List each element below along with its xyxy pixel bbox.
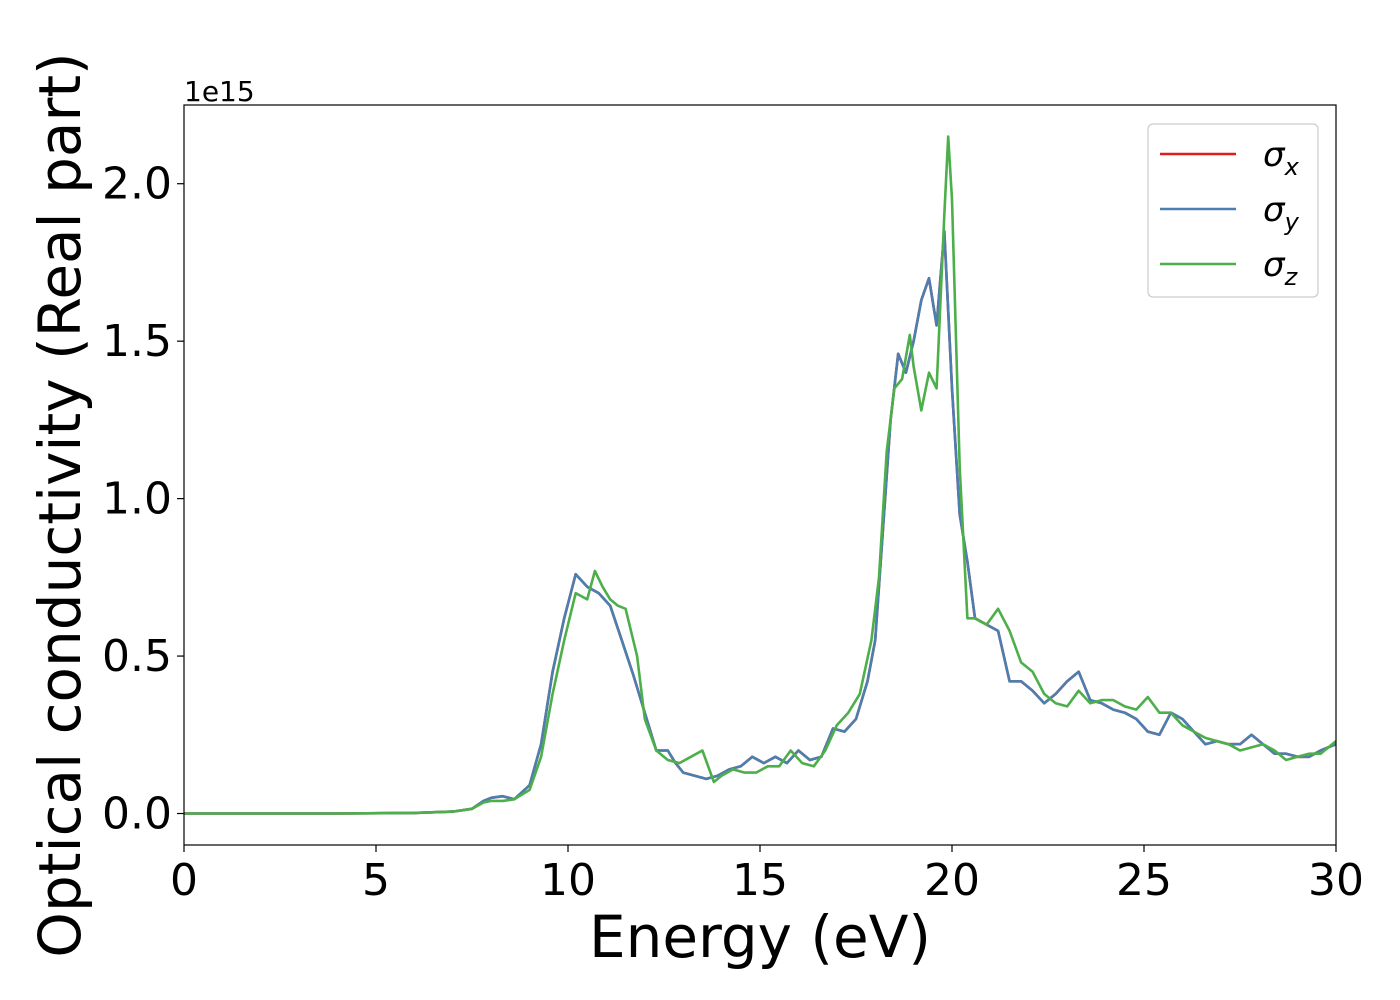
legend-label-x: σx	[1263, 135, 1300, 181]
x-tick-label: 0	[170, 855, 198, 906]
x-tick-label: 30	[1308, 855, 1364, 906]
x-tick-label: 25	[1116, 855, 1172, 906]
x-tick-label: 20	[924, 855, 980, 906]
y-offset-label: 1e15	[184, 75, 255, 108]
y-tick-label: 0.5	[102, 631, 172, 682]
y-tick-label: 2.0	[102, 159, 172, 210]
x-axis-title: Energy (eV)	[589, 903, 931, 971]
x-tick-label: 15	[732, 855, 788, 906]
x-tick-label: 10	[540, 855, 596, 906]
x-axis: 0 5 10 15 20 25 30	[170, 845, 1364, 906]
legend-label-y: σy	[1263, 190, 1300, 236]
y-tick-label: 0.0	[102, 789, 172, 840]
series-line-y	[184, 229, 1336, 815]
x-tick-label: 5	[362, 855, 390, 906]
y-tick-label: 1.0	[102, 474, 172, 525]
legend-box	[1147, 123, 1319, 298]
series-line-z	[184, 135, 1336, 815]
y-tick-label: 1.5	[102, 316, 172, 367]
series-layer	[184, 135, 1336, 815]
y-axis-title: Optical conductivity (Real part)	[26, 52, 94, 957]
y-axis: 0.0 0.5 1.0 1.5 2.0	[102, 159, 184, 840]
